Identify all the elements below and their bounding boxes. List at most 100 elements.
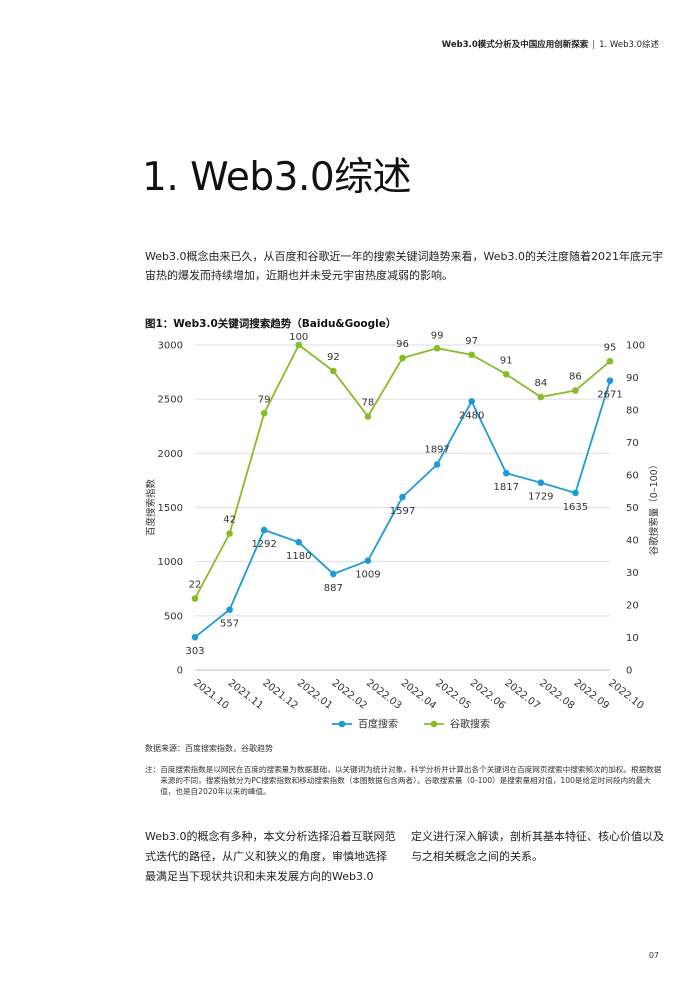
y-tick-label-right: 20 [626, 601, 639, 612]
data-point [572, 489, 579, 497]
data-label: 2671 [597, 390, 622, 401]
y-tick-label-right: 60 [626, 471, 639, 482]
data-point [364, 557, 372, 564]
data-label: 1897 [424, 444, 449, 455]
data-point [260, 526, 268, 534]
x-tick-label: 2022.01 [295, 678, 334, 712]
x-tick-label: 2021.12 [260, 678, 299, 712]
legend-label: 谷歌搜索 [450, 718, 490, 731]
y-tick-label-left: 0 [177, 666, 183, 677]
y-tick-label-right: 50 [626, 503, 639, 514]
data-point [226, 606, 233, 613]
body-text-right: 定义进行深入解读，剖析其基本特征、核心价值以及与之相关概念之间的关系。 [411, 830, 664, 863]
data-label: 42 [223, 515, 236, 526]
y-tick-label-right: 40 [626, 536, 639, 547]
figure-note: 注： 百度搜索指数是以网民在百度的搜索量为数据基础，以关键词为统计对象，科学分析… [145, 764, 665, 797]
data-point [295, 538, 303, 546]
data-label: 79 [258, 394, 271, 405]
y-tick-label-left: 1000 [158, 557, 183, 568]
x-tick-label: 2022.07 [502, 678, 541, 712]
data-label: 303 [185, 646, 204, 657]
legend-marker [338, 720, 346, 728]
data-label: 557 [220, 619, 239, 630]
data-point [330, 367, 337, 375]
data-point [502, 370, 510, 378]
legend-label: 百度搜索 [358, 718, 398, 731]
y-tick-label-right: 10 [626, 633, 639, 644]
header-section: 1. Web3.0综述 [599, 40, 659, 50]
data-point [468, 351, 475, 359]
page-title: 1. Web3.0综述 [142, 155, 412, 200]
data-point [606, 357, 614, 365]
x-tick-label: 2021.10 [191, 678, 230, 712]
intro-paragraph: Web3.0概念由来已久，从百度和谷歌近一年的搜索关键词趋势来看，Web3.0的… [145, 250, 663, 282]
figure-title: 图1：Web3.0关键词搜索趋势（Baidu&Google） [145, 318, 397, 330]
y-tick-label-left: 3000 [158, 341, 183, 352]
running-header: Web3.0模式分析及中国应用创新探索 | 1. Web3.0综述 [442, 38, 659, 50]
x-tick-label: 2022.04 [399, 678, 438, 712]
data-point [468, 398, 475, 405]
data-point [399, 354, 406, 362]
data-point [537, 393, 545, 401]
data-label: 96 [396, 339, 409, 350]
data-point [433, 344, 441, 352]
x-tick-label: 2022.10 [606, 678, 645, 712]
data-label: 1597 [390, 506, 415, 517]
data-point [399, 493, 406, 501]
data-point [260, 409, 268, 417]
data-point [330, 570, 337, 578]
body-text-left: Web3.0的概念有多种，本文分析选择沿着互联网范式迭代的路径，从广义和狭义的角… [145, 830, 396, 883]
data-label: 100 [289, 332, 308, 343]
data-point [364, 413, 372, 420]
legend-marker [430, 720, 438, 728]
y-axis-title-right: 谷歌搜索量（0–100） [648, 460, 660, 555]
data-point [537, 479, 545, 486]
x-tick-label: 2022.09 [572, 678, 611, 712]
y-tick-label-right: 100 [626, 341, 645, 352]
y-tick-label-right: 80 [626, 406, 639, 417]
header-doc-title: Web3.0模式分析及中国应用创新探索 [441, 40, 589, 50]
data-source: 数据来源：百度搜索指数，谷歌趋势 [145, 744, 273, 753]
page-number: 07 [648, 951, 659, 960]
data-point [572, 387, 579, 394]
data-point [295, 341, 303, 349]
series-line [194, 344, 611, 599]
data-label: 92 [327, 352, 340, 363]
note-text: 百度搜索指数是以网民在百度的搜索量为数据基础，以关键词为统计对象，科学分析并计算… [160, 765, 662, 796]
note-label: 注： [145, 765, 161, 774]
data-point [606, 377, 614, 384]
y-tick-label-right: 0 [626, 666, 632, 677]
data-point [191, 595, 199, 602]
data-label: 887 [324, 583, 343, 594]
x-tick-label: 2021.11 [226, 678, 265, 712]
data-label: 22 [189, 580, 202, 591]
search-trend-chart: 0 500 1000 1500 2000 2500 3000 0 10 20 30 40 50 60 70 8… [145, 330, 660, 731]
header-separator: | [592, 40, 596, 50]
data-label: 1729 [528, 492, 553, 503]
x-tick-label: 2022.08 [537, 678, 576, 712]
data-label: 95 [604, 342, 617, 353]
x-tick-label: 2022.02 [329, 678, 368, 712]
x-tick-label: 2022.03 [364, 678, 403, 712]
y-tick-label-left: 500 [164, 611, 183, 622]
data-label: 97 [465, 336, 478, 347]
y-tick-label-left: 2000 [158, 449, 183, 460]
data-point [502, 469, 510, 477]
x-tick-label: 2022.05 [433, 678, 472, 712]
y-tick-label-right: 70 [626, 438, 639, 449]
data-label: 86 [569, 372, 582, 383]
data-point [433, 461, 441, 468]
data-label: 1292 [251, 539, 276, 550]
y-tick-label-right: 30 [626, 568, 639, 579]
data-label: 91 [500, 355, 513, 366]
y-tick-label-left: 1500 [158, 503, 183, 514]
data-label: 84 [534, 378, 547, 389]
data-label: 99 [431, 330, 444, 341]
y-axis-title-left: 百度搜索指数 [145, 479, 157, 537]
data-point [191, 633, 199, 641]
y-tick-label-left: 2500 [158, 395, 183, 406]
data-label: 1635 [563, 502, 588, 513]
data-label: 1009 [355, 570, 380, 581]
data-label: 1180 [286, 551, 311, 562]
y-tick-label-right: 90 [626, 373, 639, 384]
